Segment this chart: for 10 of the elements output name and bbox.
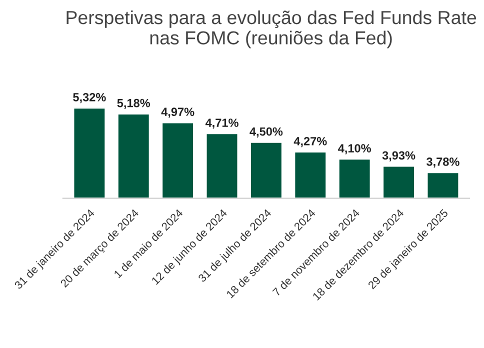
data-label: 3,93%	[382, 151, 416, 162]
data-label: 4,71%	[205, 118, 238, 129]
data-label: 4,27%	[294, 137, 327, 148]
chart-title: Perspetivas para a evolução das Fed Funds Rate nas FOMC (reuniões da Fed)	[66, 10, 476, 48]
data-label: 5,32%	[73, 93, 106, 104]
data-label: 4,50%	[250, 127, 283, 138]
data-label: 4,10%	[338, 144, 372, 154]
data-label: 5,18%	[117, 98, 150, 109]
data-label: 4,97%	[161, 108, 194, 118]
data-label: 3,78%	[426, 158, 460, 168]
